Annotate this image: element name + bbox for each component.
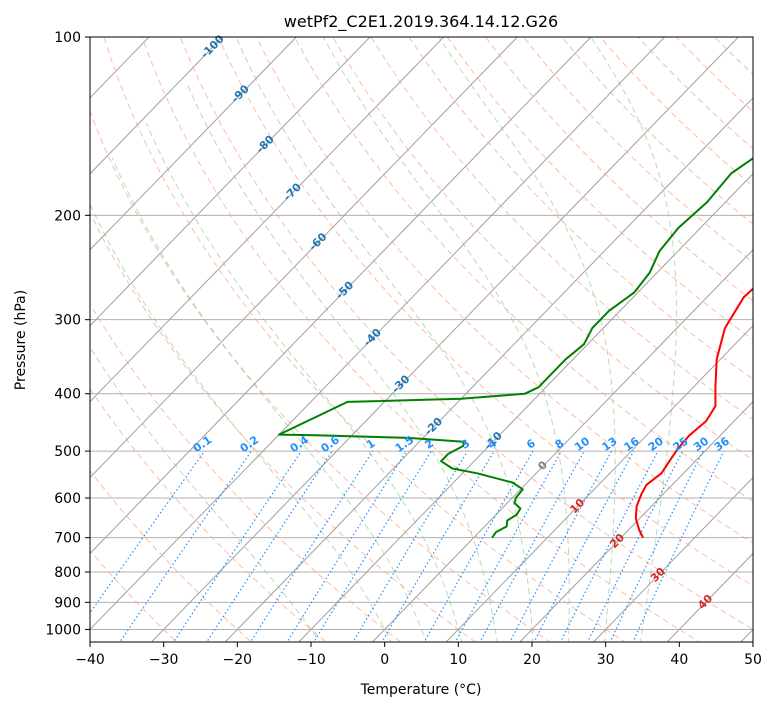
x-tick-label: 0	[380, 652, 389, 668]
mixing-line-8	[454, 450, 563, 642]
isotherm-20	[519, 400, 753, 642]
profile-series	[278, 157, 753, 539]
x-tick-label: −30	[149, 652, 179, 668]
mixing-line-1.5	[286, 450, 408, 642]
x-tick-label: 40	[670, 652, 688, 668]
y-tick-label: 400	[54, 387, 81, 403]
y-tick-label: 500	[54, 444, 81, 460]
dry-adiabat-100	[370, 37, 753, 420]
dewpoint-line	[278, 157, 753, 539]
dry-adiabat-60	[217, 37, 753, 587]
mixing-line-2	[313, 450, 432, 642]
temperature-line	[634, 287, 753, 539]
dry-adiabat--10	[90, 388, 327, 642]
y-tick-label: 200	[54, 208, 81, 224]
dry-adiabat--30	[90, 549, 178, 642]
dry-adiabat-10	[90, 211, 477, 642]
y-tick-label: 300	[54, 313, 81, 329]
mixing-line-30	[609, 450, 704, 642]
mixing-line-6	[423, 450, 534, 642]
y-tick-label: 1000	[45, 622, 81, 638]
isotherm--50	[90, 37, 592, 555]
mixing-line-0.1	[90, 450, 205, 614]
y-tick-label: 800	[54, 565, 81, 581]
isotherm-0	[371, 249, 753, 642]
y-tick-label: 600	[54, 491, 81, 507]
x-tick-label: 20	[523, 652, 541, 668]
y-tick-label: 700	[54, 531, 81, 547]
isotherm--100	[90, 37, 224, 175]
isotherm--10	[298, 173, 753, 642]
moist-adiabat-35	[590, 37, 677, 642]
moist-adiabat--10	[90, 346, 321, 642]
moist-adiabat-20	[235, 37, 534, 642]
mixing-line-4	[381, 450, 495, 642]
mixing-line-1	[249, 450, 374, 642]
plot-area	[90, 37, 753, 642]
isotherm--90	[90, 37, 298, 251]
y-tick-label: 900	[54, 595, 81, 611]
x-tick-label: 10	[449, 652, 467, 668]
isotherm--80	[90, 37, 371, 327]
isotherm--30	[150, 37, 740, 642]
x-tick-label: −10	[296, 652, 326, 668]
mixing-line-10	[479, 450, 585, 642]
x-tick-label: −20	[223, 652, 253, 668]
x-tick-label: 30	[597, 652, 615, 668]
isotherm--60	[90, 37, 519, 479]
dry-adiabat-20	[90, 110, 552, 642]
chart-title: wetPf2_C2E1.2019.364.14.12.G26	[284, 12, 558, 32]
x-tick-label: −40	[75, 652, 105, 668]
dry-adiabat-130	[484, 37, 753, 302]
isotherm-30	[592, 476, 753, 642]
x-axis-title: Temperature (°C)	[360, 682, 482, 698]
dry-adiabats	[90, 37, 753, 642]
mixing-line-0.4	[172, 450, 302, 642]
x-axis-ticks: −40 −30 −20 −10 0 10 20 30 40 50	[75, 642, 762, 668]
x-tick-label: 50	[744, 652, 762, 668]
moist-adiabat-15	[186, 83, 498, 642]
pressure-gridlines	[90, 37, 753, 630]
mixing-line-36	[632, 450, 725, 642]
isotherm-10	[445, 324, 753, 642]
dry-adiabat-90	[332, 37, 753, 461]
plot-frame	[89, 36, 754, 643]
mixing-line-3	[352, 450, 469, 642]
isotherm--40	[90, 37, 666, 631]
dry-adiabat-80	[294, 37, 753, 502]
moist-adiabats	[90, 37, 677, 642]
y-axis-title: Pressure (hPa)	[13, 290, 29, 390]
dry-adiabat-40	[141, 37, 701, 642]
moist-adiabat-25	[322, 37, 570, 642]
mixing-ratio-lines	[90, 450, 725, 642]
dry-adiabat-30	[103, 37, 626, 642]
moist-adiabat-30	[438, 37, 616, 642]
mixing-line-0.6	[206, 450, 333, 642]
y-axis-ticks: 100 200 300 400 500 600 700 800 900 1000	[45, 30, 90, 638]
mixing-line-13	[509, 450, 613, 642]
y-tick-label: 100	[54, 30, 81, 46]
mixing-line-0.2	[119, 450, 252, 642]
skewed-isotherms	[90, 37, 753, 642]
dry-adiabat-70	[255, 37, 753, 544]
isotherm--20	[224, 97, 753, 642]
moist-adiabat-0	[90, 203, 392, 642]
moist-adiabat-10	[145, 123, 463, 642]
moist-adiabat-5	[111, 157, 427, 642]
isotherm--70	[90, 37, 445, 403]
dry-adiabat--20	[90, 469, 253, 642]
dry-adiabat-50	[179, 37, 753, 630]
